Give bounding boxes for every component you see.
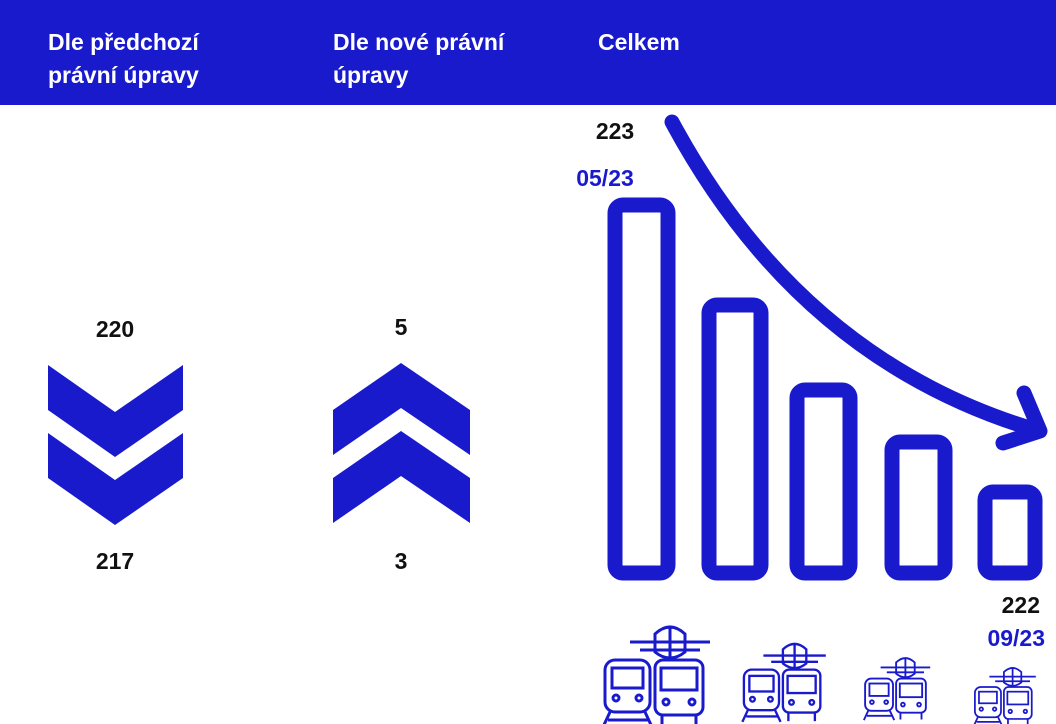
value: 3: [395, 548, 408, 574]
value: 5: [395, 314, 408, 340]
date: 05/23: [576, 165, 634, 191]
transport-icon: [741, 642, 827, 724]
transport-icon: [601, 625, 712, 724]
chevron-down: [48, 365, 183, 457]
chevron-down: [48, 433, 183, 525]
bar: [701, 297, 769, 581]
chevron-up: [333, 363, 470, 455]
bars: [607, 197, 1043, 581]
header: Dle předchozí právní úpravy Dle nové prá…: [0, 0, 1056, 105]
bar: [607, 197, 676, 581]
bar: [789, 382, 858, 581]
trend-arrow: [664, 114, 1044, 438]
value: 222: [1002, 592, 1040, 618]
value: 223: [596, 118, 634, 144]
bar: [977, 484, 1043, 581]
chevron-up: [333, 431, 470, 523]
bar: [884, 434, 953, 581]
value: 217: [96, 548, 134, 574]
transport-icon: [972, 667, 1037, 724]
column-title: Celkem: [598, 29, 680, 55]
value: 220: [96, 316, 134, 342]
arrow-head: [995, 385, 1048, 451]
column-title: Dle předchozí právní úpravy: [48, 29, 199, 88]
date: 09/23: [987, 625, 1045, 651]
transport-icon: [862, 657, 932, 722]
column-title: Dle nové právní úpravy: [333, 29, 505, 88]
